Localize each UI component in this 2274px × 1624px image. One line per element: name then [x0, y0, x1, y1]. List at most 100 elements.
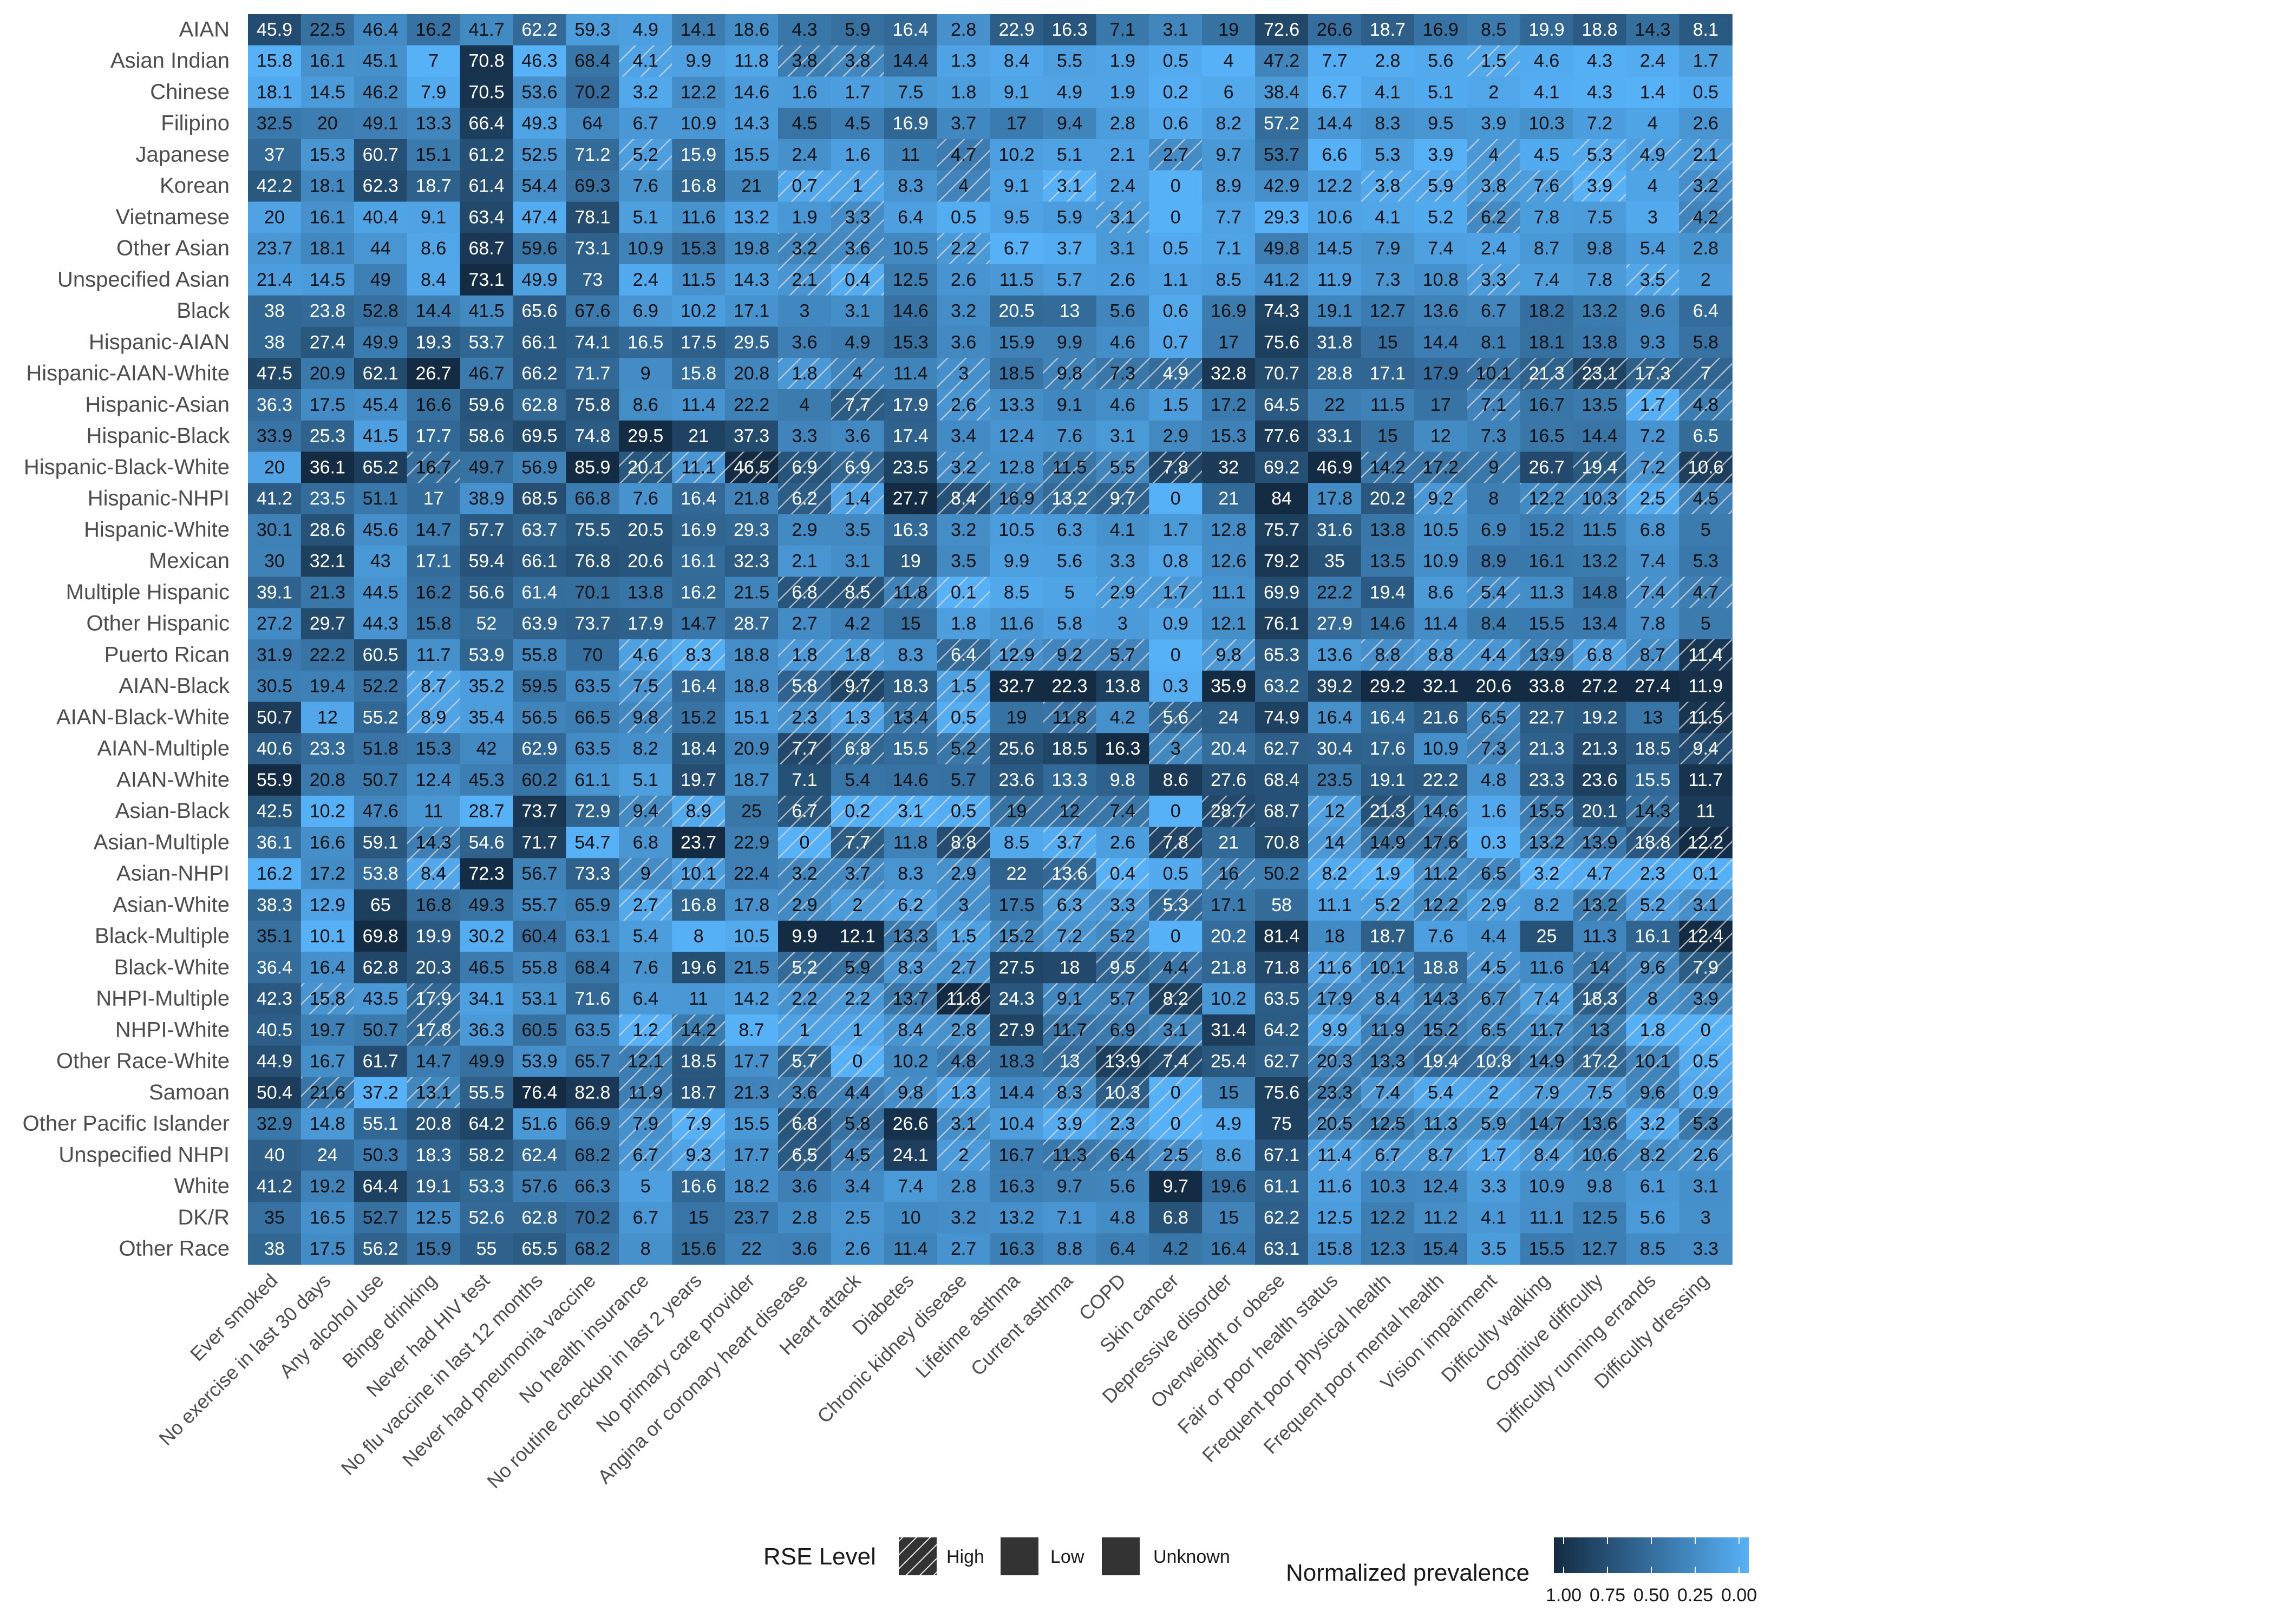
cell-value: 4.9 [633, 19, 658, 40]
cell-value: 1.9 [1110, 82, 1135, 102]
row-label: AIAN-White [116, 768, 230, 791]
cell-value: 5.3 [1693, 1114, 1718, 1134]
heatmap-cell [778, 108, 832, 140]
heatmap-cell [1096, 326, 1149, 358]
cell-value: 49.3 [468, 895, 504, 915]
cell-value: 23.7 [257, 238, 292, 259]
cell-value: 3.7 [1057, 832, 1082, 853]
cell-value: 0.5 [1693, 82, 1718, 102]
cell-value: 59.5 [521, 676, 557, 697]
heatmap-cell [619, 108, 672, 140]
cell-value: 60.4 [521, 926, 557, 947]
cell-value: 9.4 [633, 801, 658, 822]
cell-value: 12.4 [1688, 926, 1723, 947]
cell-value: 6.4 [951, 645, 976, 665]
heatmap-cell [566, 139, 619, 171]
cell-value: 38.4 [1264, 82, 1299, 102]
cell-value: 24.3 [998, 988, 1034, 1009]
cell-value: 21 [688, 426, 709, 447]
heatmap-cell [354, 14, 408, 46]
cell-value: 3 [1648, 207, 1658, 227]
cell-value: 18.7 [681, 1082, 716, 1103]
cell-value: 10.6 [1688, 457, 1723, 477]
cell-value: 7.8 [1587, 270, 1612, 290]
cell-value: 12 [317, 707, 338, 728]
cell-value: 15.1 [416, 145, 452, 165]
cell-value: 44.9 [257, 1051, 292, 1072]
heatmap-cell [884, 14, 938, 46]
cell-value: 28.7 [1211, 801, 1246, 822]
cell-value: 4.1 [1375, 82, 1400, 102]
heatmap-cell [1149, 14, 1203, 46]
heatmap-cell [407, 358, 461, 390]
cell-value: 6.2 [898, 895, 923, 915]
cell-value: 30.1 [257, 520, 292, 540]
heatmap-cell [884, 108, 938, 140]
cell-value: 33.8 [1528, 676, 1564, 697]
cell-value: 3.6 [951, 332, 976, 352]
cell-value: 14.8 [1582, 582, 1617, 603]
heatmap-cell [513, 233, 566, 265]
cell-value: 11.6 [999, 613, 1034, 634]
cell-value: 14.7 [416, 520, 452, 540]
cell-value: 13.3 [998, 395, 1034, 415]
cell-value: 3.2 [1640, 1114, 1665, 1134]
cell-value: 16 [1218, 863, 1239, 884]
heatmap-cell [1202, 233, 1256, 265]
cell-value: 2.8 [951, 1020, 976, 1040]
heatmap-cell [990, 233, 1044, 265]
cell-value: 1.3 [951, 51, 976, 71]
high-rse-hatch [937, 139, 990, 171]
cell-value: 23.5 [310, 488, 345, 509]
cell-value: 53.1 [521, 988, 557, 1009]
cell-value: 27.2 [257, 613, 292, 634]
cell-value: 59.1 [363, 832, 398, 853]
heatmap-cell [1414, 233, 1468, 265]
cell-value: 30.5 [257, 676, 292, 697]
cell-value: 5.3 [1375, 145, 1400, 165]
heatmap-cell [300, 139, 355, 171]
heatmap-cell [354, 139, 408, 171]
cell-value: 16.2 [681, 582, 716, 603]
cell-value: 9.2 [1428, 488, 1453, 509]
cell-value: 16.8 [681, 895, 716, 915]
cell-value: 12.2 [681, 82, 716, 102]
cell-value: 9.8 [1057, 363, 1082, 384]
heatmap-cell [884, 264, 938, 296]
cell-value: 17.6 [1423, 832, 1459, 853]
cell-value: 68.7 [1264, 801, 1299, 822]
cell-value: 12 [1060, 801, 1080, 822]
cell-value: 6.5 [1481, 863, 1506, 884]
cell-value: 65.5 [521, 1239, 557, 1259]
cell-value: 55.2 [363, 707, 398, 728]
heatmap-cell [1308, 108, 1362, 140]
cell-value: 10.1 [1370, 957, 1406, 978]
cell-value: 6.7 [633, 113, 658, 134]
cell-value: 4.6 [1110, 395, 1135, 415]
cell-value: 8.1 [1693, 19, 1718, 40]
cell-value: 19.1 [1370, 770, 1406, 790]
cell-value: 2.8 [1110, 113, 1135, 134]
heatmap-cell [1414, 139, 1468, 171]
heatmap-cell [248, 389, 302, 421]
heatmap-cell [990, 170, 1044, 202]
heatmap-cell [513, 201, 566, 233]
heatmap-cell [566, 358, 619, 390]
heatmap-cell [1202, 170, 1256, 202]
cell-value: 21.3 [1528, 363, 1564, 384]
cell-value: 58.6 [468, 426, 504, 447]
heatmap-cell [725, 14, 779, 46]
cell-value: 41.2 [1264, 270, 1299, 290]
cell-value: 14.2 [1370, 457, 1406, 477]
heatmap-cell [1414, 295, 1468, 328]
cell-value: 10.9 [628, 238, 663, 259]
row-label: Chinese [150, 80, 230, 104]
cell-value: 14.4 [1317, 113, 1352, 134]
cell-value: 18.5 [681, 1051, 716, 1072]
column-label: Never had pneumonia vaccine [398, 1269, 600, 1471]
cell-value: 51.1 [363, 488, 398, 509]
heatmap-cell [248, 326, 302, 358]
heatmap-cell [248, 14, 302, 46]
cell-value: 17.9 [628, 613, 663, 634]
heatmap-cell [1520, 14, 1574, 46]
